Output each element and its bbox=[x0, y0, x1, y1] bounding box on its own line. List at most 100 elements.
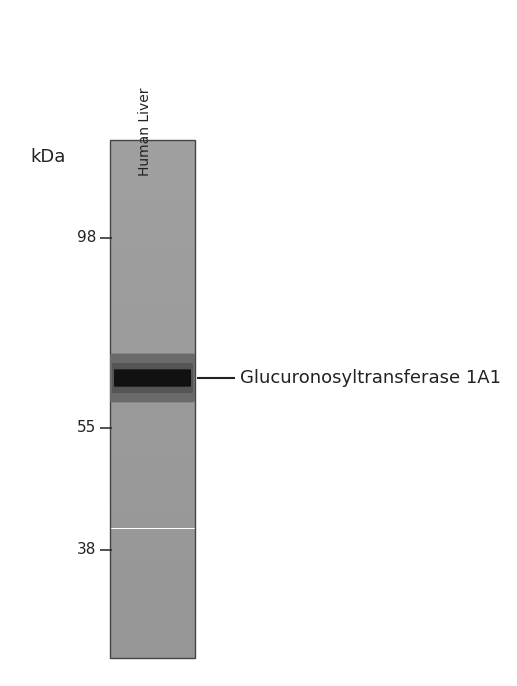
Bar bbox=[110, 383, 195, 389]
Bar bbox=[110, 363, 195, 368]
Text: 98: 98 bbox=[77, 230, 96, 246]
Bar bbox=[110, 347, 195, 353]
Bar bbox=[110, 156, 195, 161]
Text: kDa: kDa bbox=[30, 148, 65, 166]
Bar bbox=[110, 207, 195, 213]
Bar bbox=[110, 290, 195, 296]
Bar bbox=[110, 430, 195, 435]
Text: 38: 38 bbox=[77, 543, 96, 558]
Bar bbox=[110, 643, 195, 648]
Bar bbox=[110, 440, 195, 446]
Bar bbox=[110, 435, 195, 440]
Bar bbox=[110, 622, 195, 627]
Bar bbox=[110, 404, 195, 410]
Bar bbox=[110, 570, 195, 575]
Bar bbox=[110, 394, 195, 399]
Bar bbox=[110, 270, 195, 274]
Bar bbox=[110, 617, 195, 622]
Text: 55: 55 bbox=[77, 421, 96, 436]
Bar bbox=[110, 523, 195, 528]
Bar bbox=[110, 357, 195, 363]
Bar bbox=[110, 534, 195, 539]
Bar bbox=[110, 161, 195, 166]
Bar bbox=[110, 414, 195, 420]
Bar bbox=[110, 150, 195, 156]
Bar bbox=[110, 477, 195, 482]
Bar bbox=[110, 560, 195, 565]
Bar bbox=[110, 410, 195, 414]
Bar bbox=[110, 274, 195, 280]
Bar bbox=[110, 202, 195, 207]
Bar bbox=[110, 420, 195, 425]
Bar bbox=[110, 456, 195, 461]
Bar bbox=[110, 337, 195, 342]
Bar bbox=[110, 239, 195, 244]
Bar bbox=[110, 285, 195, 290]
Bar bbox=[110, 627, 195, 632]
Bar bbox=[110, 580, 195, 585]
Bar bbox=[110, 181, 195, 187]
Bar bbox=[110, 373, 195, 378]
Bar bbox=[110, 554, 195, 560]
Bar bbox=[110, 389, 195, 394]
Bar bbox=[110, 213, 195, 217]
Bar bbox=[110, 508, 195, 513]
Bar bbox=[110, 223, 195, 228]
Bar bbox=[110, 280, 195, 285]
Bar bbox=[110, 585, 195, 591]
Bar bbox=[110, 497, 195, 503]
Bar bbox=[110, 611, 195, 617]
Bar bbox=[110, 145, 195, 150]
Bar bbox=[110, 461, 195, 466]
Bar bbox=[110, 306, 195, 311]
Bar bbox=[110, 228, 195, 233]
Bar bbox=[110, 632, 195, 637]
Bar bbox=[110, 637, 195, 643]
Bar bbox=[110, 425, 195, 430]
Bar bbox=[110, 575, 195, 580]
Bar bbox=[110, 217, 195, 223]
Bar bbox=[110, 171, 195, 176]
Bar bbox=[110, 192, 195, 197]
Bar bbox=[110, 233, 195, 239]
Bar bbox=[110, 321, 195, 327]
Bar bbox=[110, 311, 195, 316]
Bar bbox=[110, 264, 195, 270]
FancyBboxPatch shape bbox=[112, 363, 193, 393]
Bar bbox=[110, 487, 195, 493]
Bar bbox=[110, 327, 195, 331]
Bar bbox=[110, 296, 195, 300]
Bar bbox=[110, 197, 195, 202]
Bar bbox=[110, 596, 195, 601]
Bar bbox=[110, 648, 195, 653]
Bar bbox=[110, 249, 195, 254]
Bar bbox=[110, 368, 195, 373]
Bar bbox=[110, 503, 195, 508]
Bar bbox=[110, 451, 195, 456]
Bar bbox=[110, 254, 195, 259]
Bar bbox=[110, 544, 195, 549]
Bar bbox=[110, 471, 195, 477]
Bar bbox=[110, 331, 195, 337]
Bar bbox=[110, 528, 195, 534]
Bar bbox=[110, 601, 195, 606]
Bar bbox=[110, 166, 195, 171]
Bar bbox=[110, 591, 195, 596]
Bar bbox=[110, 518, 195, 523]
Bar bbox=[110, 259, 195, 264]
Bar bbox=[110, 539, 195, 544]
FancyBboxPatch shape bbox=[114, 369, 191, 387]
Bar bbox=[110, 399, 195, 404]
FancyBboxPatch shape bbox=[110, 353, 195, 403]
Text: Human Liver: Human Liver bbox=[138, 88, 152, 176]
Bar bbox=[110, 342, 195, 347]
Bar bbox=[110, 140, 195, 145]
Bar bbox=[110, 353, 195, 357]
Bar bbox=[110, 446, 195, 451]
Bar bbox=[110, 606, 195, 611]
Bar bbox=[110, 493, 195, 497]
Bar bbox=[110, 513, 195, 518]
Bar bbox=[110, 300, 195, 306]
Bar bbox=[110, 176, 195, 181]
Bar bbox=[110, 187, 195, 192]
